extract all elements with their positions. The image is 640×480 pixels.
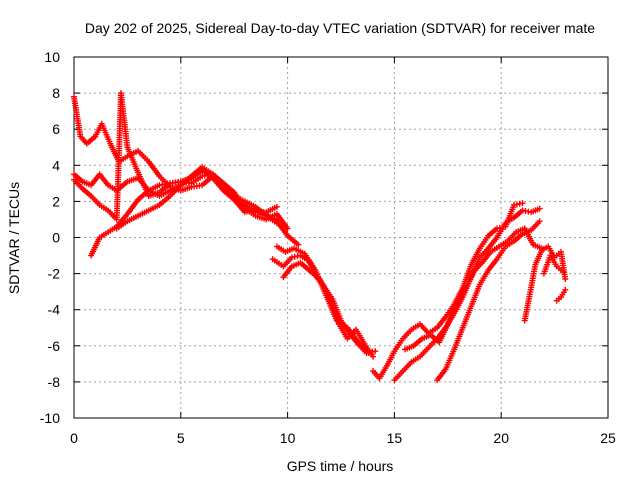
- series-track-1: [71, 93, 280, 216]
- data-point: [562, 286, 569, 293]
- data-point: [536, 218, 543, 225]
- x-tick-label: 15: [387, 430, 403, 446]
- data-point: [295, 241, 302, 248]
- series-track-11: [434, 218, 543, 384]
- data-point: [273, 203, 280, 210]
- x-tick-label: 25: [600, 430, 616, 446]
- y-tick-label: -10: [40, 410, 60, 426]
- series-track-13: [521, 243, 569, 324]
- x-tick-label: 0: [70, 430, 78, 446]
- data-point: [284, 225, 291, 232]
- y-tick-label: 10: [44, 49, 60, 65]
- x-tick-label: 10: [280, 430, 296, 446]
- y-tick-label: -6: [48, 338, 61, 354]
- y-tick-label: 0: [52, 230, 60, 246]
- y-tick-label: 8: [52, 85, 60, 101]
- data-point: [519, 200, 526, 207]
- x-axis-label: GPS time / hours: [287, 458, 394, 474]
- series-track-8: [273, 243, 372, 357]
- data-point: [562, 276, 569, 283]
- data-point: [365, 350, 372, 357]
- series-track-5: [113, 164, 302, 248]
- y-tick-label: -8: [48, 374, 61, 390]
- y-ticks: -10 -8 -6 -4 -2 0 2 4 6 8 10: [40, 49, 608, 426]
- series-track-12: [402, 225, 545, 353]
- y-tick-label: 2: [52, 193, 60, 209]
- data-point: [370, 353, 377, 360]
- chart-title: Day 202 of 2025, Sidereal Day-to-day VTE…: [85, 20, 595, 36]
- data-point: [536, 205, 543, 212]
- series-track-14: [540, 252, 567, 277]
- y-tick-label: -2: [48, 266, 61, 282]
- series-track-4: [88, 165, 291, 259]
- data-point: [372, 348, 379, 355]
- y-tick-label: 6: [52, 121, 60, 137]
- x-tick-label: 20: [493, 430, 509, 446]
- data-points: [71, 90, 569, 384]
- y-axis-label: SDTVAR / TECUs: [6, 182, 22, 294]
- series-track-15: [553, 286, 569, 304]
- y-tick-label: -4: [48, 302, 61, 318]
- grid: [74, 57, 608, 418]
- x-ticks: 0 5 10 15 20 25: [70, 57, 616, 446]
- x-tick-label: 5: [177, 430, 185, 446]
- data-point: [560, 268, 567, 275]
- y-tick-label: 4: [52, 157, 60, 173]
